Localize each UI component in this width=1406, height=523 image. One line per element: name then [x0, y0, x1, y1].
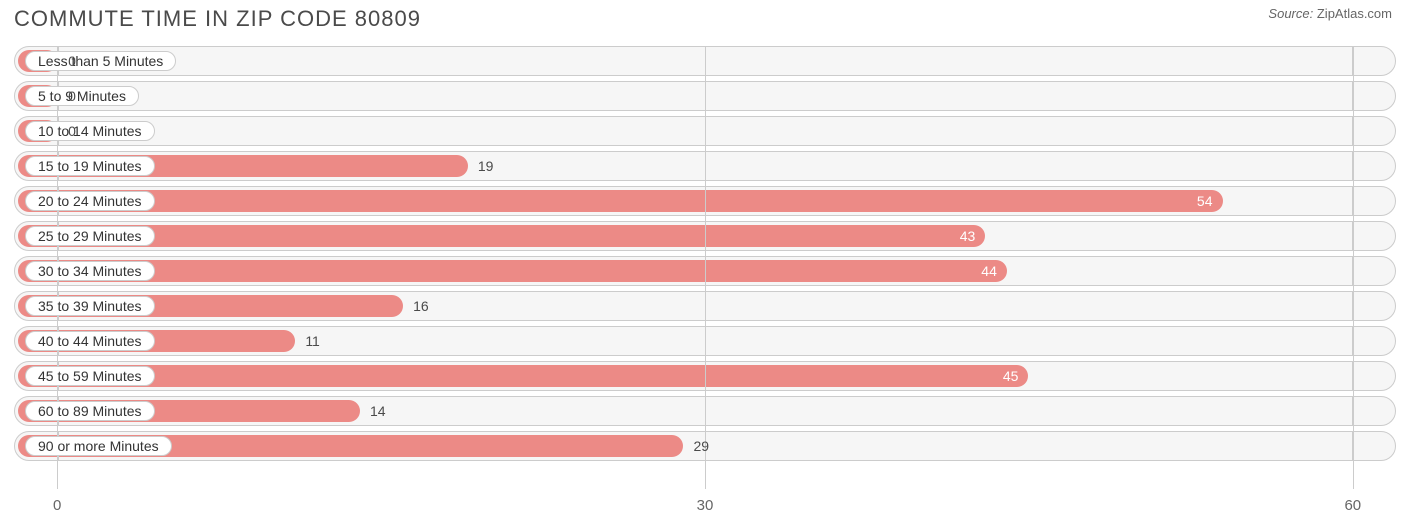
grid-line	[705, 257, 706, 285]
category-label: 35 to 39 Minutes	[25, 296, 155, 316]
chart-area: Less than 5 Minutes05 to 9 Minutes010 to…	[14, 46, 1396, 489]
chart-title: COMMUTE TIME IN ZIP CODE 80809	[14, 6, 421, 32]
value-label: 44	[971, 257, 1007, 285]
bar-row: 45 to 59 Minutes 45	[14, 361, 1396, 391]
bar-row: 40 to 44 Minutes 11	[14, 326, 1396, 356]
category-label: 40 to 44 Minutes	[25, 331, 155, 351]
grid-line	[1352, 432, 1353, 460]
bar-row: 25 to 29 Minutes 43	[14, 221, 1396, 251]
grid-line	[1352, 222, 1353, 250]
category-label: 20 to 24 Minutes	[25, 191, 155, 211]
bar-row: Less than 5 Minutes0	[14, 46, 1396, 76]
category-label: 25 to 29 Minutes	[25, 226, 155, 246]
grid-line	[705, 82, 706, 110]
bar	[18, 260, 1007, 282]
x-axis: 0 30 60	[14, 497, 1396, 517]
grid-line	[705, 327, 706, 355]
grid-line	[1352, 292, 1353, 320]
grid-line	[1352, 327, 1353, 355]
grid-line	[705, 362, 706, 390]
grid-line	[1352, 187, 1353, 215]
bar	[18, 225, 985, 247]
bar-row: 35 to 39 Minutes 16	[14, 291, 1396, 321]
grid-line	[1352, 82, 1353, 110]
bar	[18, 190, 1223, 212]
category-label: 15 to 19 Minutes	[25, 156, 155, 176]
bar-row: 90 or more Minutes 29	[14, 431, 1396, 461]
grid-line	[705, 187, 706, 215]
x-tick-label: 60	[1344, 497, 1361, 514]
value-label: 16	[403, 292, 439, 320]
category-label: 30 to 34 Minutes	[25, 261, 155, 281]
value-label: 54	[1187, 187, 1223, 215]
value-label: 45	[993, 362, 1029, 390]
grid-line	[705, 222, 706, 250]
grid-line	[1352, 47, 1353, 75]
grid-line	[705, 397, 706, 425]
grid-line	[1352, 117, 1353, 145]
grid-line	[705, 47, 706, 75]
grid-line	[1352, 362, 1353, 390]
category-label: 10 to 14 Minutes	[25, 121, 155, 141]
value-label: 14	[360, 397, 396, 425]
category-label: 45 to 59 Minutes	[25, 366, 155, 386]
bar	[18, 365, 1028, 387]
x-tick-label: 30	[697, 497, 714, 514]
chart-source: Source: ZipAtlas.com	[1268, 6, 1392, 21]
bar-row: 10 to 14 Minutes0	[14, 116, 1396, 146]
source-label: Source:	[1268, 6, 1313, 21]
value-label: 19	[468, 152, 504, 180]
value-label: 0	[58, 117, 86, 145]
category-label: Less than 5 Minutes	[25, 51, 176, 71]
grid-line	[705, 152, 706, 180]
grid-line	[1352, 397, 1353, 425]
bar-row: 15 to 19 Minutes 19	[14, 151, 1396, 181]
bar-row: 20 to 24 Minutes 54	[14, 186, 1396, 216]
grid-line	[1352, 152, 1353, 180]
grid-line	[1352, 257, 1353, 285]
value-label: 0	[58, 47, 86, 75]
source-name: ZipAtlas.com	[1317, 6, 1392, 21]
value-label: 43	[950, 222, 986, 250]
grid-line	[1353, 46, 1354, 489]
grid-line	[705, 292, 706, 320]
category-label: 60 to 89 Minutes	[25, 401, 155, 421]
value-label: 0	[58, 82, 86, 110]
bar-row: 5 to 9 Minutes0	[14, 81, 1396, 111]
value-label: 29	[683, 432, 719, 460]
bar-row: 30 to 34 Minutes 44	[14, 256, 1396, 286]
x-tick-label: 0	[53, 497, 61, 514]
category-label: 90 or more Minutes	[25, 436, 172, 456]
grid-line	[705, 117, 706, 145]
value-label: 11	[295, 327, 330, 355]
bar-row: 60 to 89 Minutes 14	[14, 396, 1396, 426]
